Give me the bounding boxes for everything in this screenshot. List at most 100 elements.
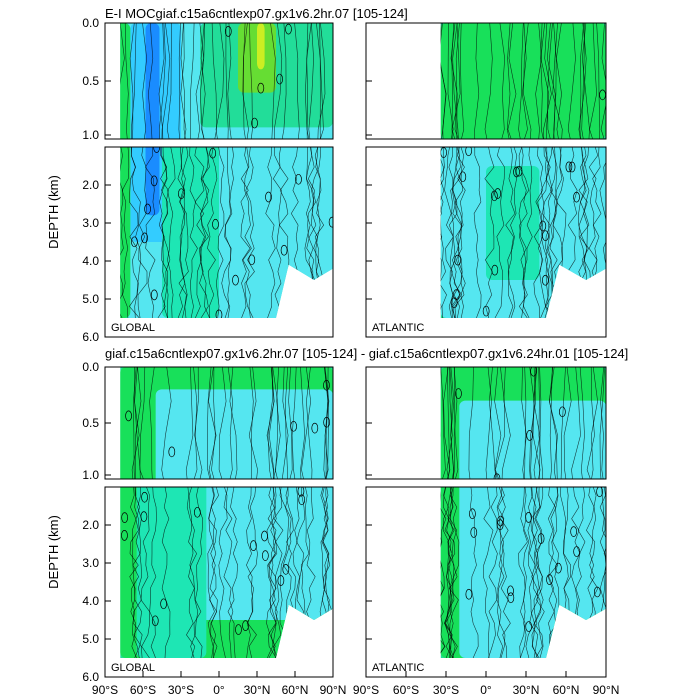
contour-line	[224, 23, 234, 318]
contour-oval	[491, 190, 498, 202]
y-tick-label: 4.0	[82, 254, 99, 268]
contour-oval	[542, 274, 549, 286]
contour-oval	[121, 512, 129, 524]
contour-oval	[250, 540, 257, 551]
contour-line	[179, 23, 189, 318]
contour-oval	[141, 232, 148, 244]
contour-line	[500, 367, 511, 658]
x-tick-label: 90°N	[320, 683, 347, 697]
contour-line	[518, 367, 528, 658]
contour-oval	[440, 147, 447, 158]
contour-oval	[298, 494, 306, 506]
contour-oval	[282, 563, 290, 575]
contour-line	[449, 23, 461, 318]
y-tick-label: 0.0	[82, 360, 99, 374]
contour-line	[242, 23, 252, 318]
contour-oval	[568, 161, 576, 173]
panel-label: ATLANTIC	[372, 662, 424, 674]
contour-line	[131, 23, 142, 318]
contour-oval	[224, 26, 232, 37]
contour-line	[547, 23, 558, 318]
contour-line	[444, 367, 455, 658]
contour-line	[267, 367, 278, 658]
contour-line	[530, 367, 541, 658]
panel-body	[440, 23, 606, 318]
field-green	[440, 23, 606, 139]
y-axis-title: DEPTH (km)	[46, 515, 61, 589]
y-tick-label: 1.0	[82, 128, 99, 142]
contour-oval	[257, 82, 265, 94]
contour-line	[145, 23, 156, 318]
contour-line	[540, 23, 550, 318]
y-tick-label: 6.0	[82, 330, 99, 344]
contour-oval	[525, 621, 533, 632]
contour-line	[132, 367, 143, 658]
contour-line	[523, 23, 533, 318]
contour-oval	[151, 615, 159, 627]
panel-frame-lower	[104, 146, 334, 338]
contour-oval	[454, 254, 462, 266]
y-tick-label: 1.0	[82, 468, 99, 482]
contour-line	[518, 23, 530, 318]
x-tick-label: 30°S	[168, 683, 194, 697]
contour-oval	[290, 420, 297, 432]
x-tick-label: 90°S	[353, 683, 379, 697]
panel-body	[440, 367, 606, 658]
x-tick-label: 60°S	[130, 683, 156, 697]
y-tick-label: 5.0	[82, 292, 99, 306]
contour-line	[519, 367, 530, 658]
contour-oval	[328, 216, 333, 228]
panels-layer: GLOBAL ATLANTIC GLOBAL ATLANTIC	[104, 22, 607, 678]
field-green	[120, 23, 131, 318]
contour-oval	[593, 586, 601, 598]
contour-oval	[565, 161, 573, 173]
contour-line	[199, 23, 210, 318]
x-tick-label: 60°N	[282, 683, 309, 697]
contour-line	[482, 367, 494, 658]
contour-line	[207, 23, 218, 318]
y-tick-label: 3.0	[82, 216, 99, 230]
contour-line	[537, 23, 548, 318]
contour-line	[443, 367, 454, 658]
contour-oval	[513, 166, 520, 178]
contour-line	[495, 367, 506, 658]
contour-line	[279, 367, 290, 658]
y-tick-label: 0.5	[82, 74, 99, 88]
x-tick-label: 0°	[480, 683, 492, 697]
contour-oval	[570, 526, 578, 537]
panel-body	[120, 367, 333, 658]
contour-line	[161, 367, 172, 658]
contour-line	[206, 367, 216, 658]
contour-oval	[323, 416, 331, 428]
contour-line	[218, 367, 228, 658]
contour-oval	[280, 244, 288, 256]
contour-oval	[469, 508, 476, 520]
contour-oval	[494, 188, 502, 199]
contour-line	[244, 23, 255, 318]
contour-line	[240, 23, 251, 318]
contour-oval	[141, 491, 148, 503]
contour-oval	[140, 511, 148, 522]
contour-oval	[537, 533, 545, 544]
x-tick-label: 30°S	[433, 683, 459, 697]
ocean-domain	[440, 23, 606, 318]
contour-oval	[212, 218, 219, 230]
contour-line	[533, 23, 544, 318]
contour-line	[484, 23, 495, 318]
contour-line	[548, 367, 558, 658]
contour-oval	[515, 165, 523, 177]
contour-oval	[209, 147, 217, 159]
contour-line	[505, 23, 516, 318]
contour-oval	[160, 598, 167, 610]
contour-oval	[144, 203, 151, 215]
x-tick-label: 90°N	[593, 683, 620, 697]
contour-line	[227, 367, 239, 658]
contour-oval	[470, 527, 478, 538]
y-tick-label: 3.0	[82, 556, 99, 570]
contour-oval	[194, 506, 201, 518]
contour-line	[157, 23, 168, 318]
contour-oval	[265, 191, 272, 203]
contour-oval	[323, 379, 330, 391]
contour-line	[246, 367, 254, 658]
